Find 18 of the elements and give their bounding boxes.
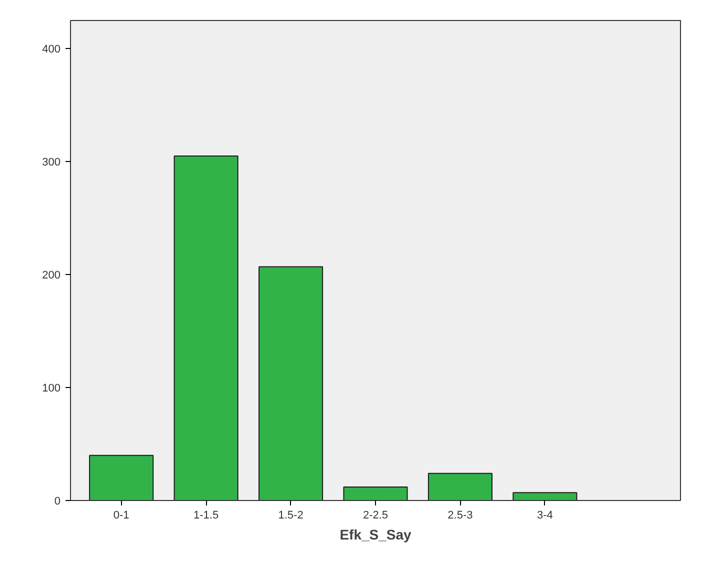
- bar: [258, 266, 324, 500]
- bar: [343, 486, 408, 500]
- bar: [174, 156, 238, 500]
- y-tick-label: 0: [54, 496, 61, 508]
- bar: [512, 492, 578, 500]
- x-tick-label: 0-1: [113, 510, 130, 522]
- y-tick-label: 100: [42, 382, 61, 395]
- x-tick-label: 2-2.5: [362, 510, 388, 522]
- bar: [428, 472, 492, 500]
- x-tick-label: 2.5-3: [448, 510, 473, 522]
- bar: [89, 454, 154, 500]
- y-tick-label: 400: [42, 44, 61, 56]
- x-tick-label: 1.5-2: [278, 510, 304, 522]
- x-tick-label: 3-4: [536, 510, 553, 522]
- y-tick-label: 200: [42, 270, 61, 282]
- x-tick-label: 1-1.5: [194, 510, 219, 522]
- y-tick-label: 300: [42, 156, 61, 169]
- x-axis-title: Efk_S_Say: [340, 526, 412, 542]
